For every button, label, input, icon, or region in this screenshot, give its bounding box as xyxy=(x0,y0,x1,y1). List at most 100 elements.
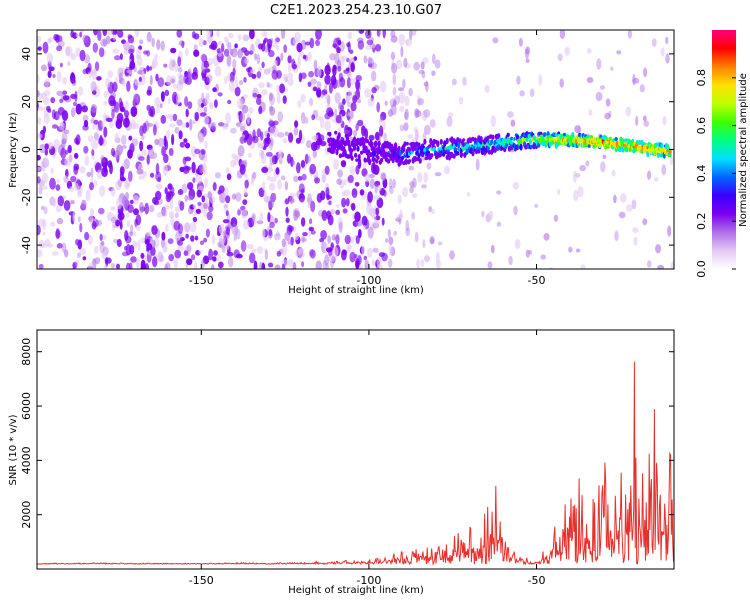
ridge-mark xyxy=(375,159,379,164)
ridge-mark xyxy=(376,155,380,160)
ridge-mark xyxy=(562,132,567,137)
ridge-mark xyxy=(519,139,523,145)
ridge-mark xyxy=(359,150,364,155)
ridge-mark xyxy=(519,143,523,151)
ridge-mark xyxy=(471,136,475,142)
spectrogram-panel: -150 -100 -50 -40 -20 0 20 40 Height of straig… xyxy=(8,29,675,296)
ridge-mark xyxy=(666,144,670,149)
figure-title: C2E1.2023.254.23.10.G07 xyxy=(270,3,442,18)
ridge-mark xyxy=(355,158,359,162)
ridge-mark xyxy=(337,132,341,139)
ridge-mark xyxy=(554,133,558,137)
ridge-mark xyxy=(510,136,514,141)
ridge-mark xyxy=(668,149,672,155)
y-tick-label: 20 xyxy=(20,95,33,109)
ridge-mark xyxy=(541,138,546,142)
ridge-mark xyxy=(459,152,463,157)
ridge-mark xyxy=(372,157,376,162)
ridge-mark xyxy=(428,144,432,148)
ridge-mark xyxy=(452,138,456,145)
ridge-mark xyxy=(605,137,609,141)
ridge-mark xyxy=(379,158,384,163)
ridge-mark xyxy=(408,159,412,163)
snr-x-label: Height of straight line (km) xyxy=(288,585,424,596)
ridge-mark xyxy=(524,144,528,150)
ridge-mark xyxy=(418,158,422,164)
ridge-mark xyxy=(642,142,646,146)
colorbar: 0.0 0.2 0.4 0.6 0.8 Normalized spectral ampl… xyxy=(695,30,749,278)
snr-panel: -150 -100 -50 2000 4000 6000 8000 Height of s… xyxy=(8,329,675,596)
x-tick-label: -100 xyxy=(356,274,381,287)
ridge-mark xyxy=(449,144,453,151)
ridge-mark xyxy=(525,137,529,142)
ridge-mark xyxy=(385,142,389,149)
y-tick-label: 40 xyxy=(20,47,33,61)
ridge-mark xyxy=(331,149,335,154)
ridge-mark xyxy=(532,143,536,150)
snr-x-ticks: -150 -100 -50 xyxy=(189,330,546,587)
ridge-mark xyxy=(382,154,386,159)
ridge-mark xyxy=(401,155,405,161)
ridge-mark xyxy=(357,154,361,160)
ridge-mark xyxy=(528,138,533,145)
ridge-mark xyxy=(452,153,456,159)
colorbar-tick-label: 0.0 xyxy=(695,260,708,278)
ridge-mark xyxy=(377,141,381,147)
ridge-mark xyxy=(621,138,625,143)
ridge-mark xyxy=(628,147,632,153)
colorbar-label: Normalized spectral amplitude xyxy=(738,73,749,227)
ridge-mark xyxy=(352,146,357,151)
colorbar-tick-label: 0.4 xyxy=(695,165,708,183)
x-tick-label: -150 xyxy=(189,274,214,287)
ridge-mark xyxy=(394,142,398,149)
ridge-mark xyxy=(356,145,360,152)
ridge-mark xyxy=(462,138,466,142)
y-tick-label: 0 xyxy=(20,146,33,153)
ridge-mark xyxy=(365,139,369,144)
ridge-mark xyxy=(587,144,591,148)
ridge-mark xyxy=(614,137,618,142)
ridge-mark xyxy=(456,151,460,156)
ridge-mark xyxy=(477,149,481,154)
ridge-mark xyxy=(369,152,373,158)
ridge-mark xyxy=(329,137,333,143)
ridge-mark xyxy=(436,140,440,147)
ridge-mark xyxy=(423,138,427,145)
ridge-mark xyxy=(631,140,635,148)
colorbar-tick-label: 0.2 xyxy=(695,212,708,230)
x-tick-label: -150 xyxy=(189,574,214,587)
ridge-mark xyxy=(430,153,434,158)
y-tick-label: -20 xyxy=(20,188,33,206)
ridge-mark xyxy=(660,142,664,149)
ridge-mark xyxy=(443,140,447,147)
ridge-mark xyxy=(506,132,510,137)
ridge-mark xyxy=(354,152,358,158)
ridge-mark xyxy=(545,139,549,146)
ridge-mark xyxy=(656,152,661,159)
ridge-mark xyxy=(347,139,351,144)
spectrogram-y-ticks: -40 -20 0 20 40 xyxy=(20,47,674,254)
snr-line xyxy=(37,361,674,566)
ridge-mark xyxy=(328,131,332,137)
ridge-mark xyxy=(382,148,386,155)
ridge-mark xyxy=(668,153,672,158)
ridge-mark xyxy=(374,140,378,147)
ridge-mark xyxy=(442,152,446,157)
ridge-mark xyxy=(462,141,466,147)
ridge-mark xyxy=(363,157,367,163)
colorbar-tick-label: 0.8 xyxy=(695,69,708,87)
ridge-mark xyxy=(350,155,354,161)
ridge-mark xyxy=(364,145,368,152)
ridge-mark xyxy=(367,149,371,154)
ridge-mark xyxy=(405,141,409,146)
ridge-mark xyxy=(543,132,547,137)
ridge-mark xyxy=(368,159,372,164)
ridge-mark xyxy=(403,141,407,147)
y-tick-label: 8000 xyxy=(20,338,33,366)
ridge-mark xyxy=(465,148,469,155)
ridge-mark xyxy=(458,138,462,143)
snr-y-label: SNR (10 * v/v) xyxy=(8,414,19,485)
x-tick-label: -50 xyxy=(528,574,546,587)
spectrogram-noise xyxy=(37,30,674,269)
